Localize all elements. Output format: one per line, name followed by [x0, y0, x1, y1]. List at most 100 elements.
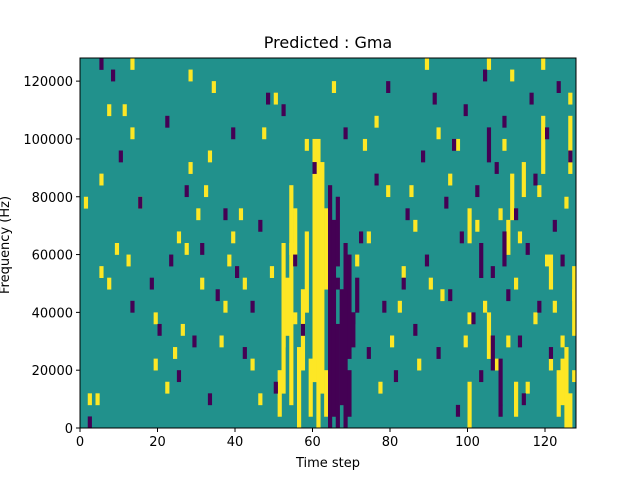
heatmap-cell-high [83, 196, 89, 209]
heatmap-cell-high [537, 185, 542, 198]
heatmap-cell-high [184, 243, 189, 255]
heatmap-cell-low [421, 150, 426, 163]
heatmap-cell-high [506, 219, 511, 255]
heatmap-cell-low [548, 347, 554, 359]
heatmap-cell-high [258, 393, 263, 406]
heatmap-cell-low [382, 300, 387, 313]
heatmap-cell-high [308, 358, 313, 417]
heatmap-cell-low [335, 196, 340, 267]
heatmap-cell-low [498, 358, 503, 406]
heatmap-cell-low [537, 300, 542, 313]
heatmap-cell-high [494, 358, 499, 371]
heatmap-cell-high [324, 208, 329, 290]
heatmap-cell-low [517, 335, 523, 348]
heatmap-cell-low [490, 335, 495, 371]
heatmap-cell-low [200, 243, 205, 255]
heatmap-cell-high [498, 208, 503, 221]
heatmap-cell-low [312, 162, 317, 174]
heatmap-cell-high [486, 312, 492, 359]
heatmap-cell-high [401, 266, 406, 278]
heatmap-cell-low [328, 185, 333, 429]
heatmap-cell-high [122, 104, 127, 117]
heatmap-cell-high [304, 138, 309, 151]
heatmap-cell-low [529, 92, 534, 105]
heatmap-cell-high [521, 162, 526, 198]
y-tick-label: 0 [65, 422, 73, 437]
heatmap-cell-low [514, 208, 519, 221]
heatmap-cell-high [114, 243, 120, 255]
heatmap-cell-low [281, 104, 286, 117]
heatmap-cell-high [130, 58, 135, 70]
heatmap-cell-low [494, 162, 499, 174]
heatmap-cell-low [149, 277, 154, 290]
y-tick-label: 40000 [32, 306, 73, 321]
heatmap-cell-low [479, 370, 484, 383]
heatmap-cell-low [207, 393, 213, 406]
y-tick-label: 100000 [23, 133, 73, 148]
x-tick-label: 120 [533, 435, 558, 450]
heatmap-cell-low [413, 323, 418, 336]
heatmap-cell-high [378, 381, 383, 394]
heatmap-cell-high [277, 370, 282, 417]
heatmap-cell-high [231, 231, 236, 244]
heatmap-cell-low [169, 254, 174, 267]
heatmap-cell-low [498, 404, 503, 417]
heatmap-cell-high [281, 243, 286, 394]
heatmap-cell-low [424, 254, 430, 267]
heatmap-cell-low [525, 243, 530, 255]
heatmap-cell-high [242, 277, 247, 290]
heatmap-cell-low [130, 300, 135, 313]
heatmap-cell-high [541, 115, 546, 174]
heatmap-cell-low [533, 173, 538, 186]
heatmap-cell-high [572, 370, 577, 383]
heatmap-cell-high [87, 393, 92, 406]
heatmap-cell-high [545, 254, 550, 267]
heatmap-cell-high [568, 115, 573, 174]
heatmap-cell-low [258, 219, 263, 232]
heatmap-cell-low [502, 115, 507, 128]
heatmap-cell-low [339, 289, 344, 406]
y-axis: 0 20000 40000 60000 80000 100000 120000 [23, 75, 80, 437]
heatmap-cell-high [440, 289, 445, 302]
heatmap-cell-high [324, 370, 329, 417]
heatmap-cell-low [475, 185, 480, 198]
heatmap-cell-high [176, 231, 182, 244]
heatmap-cell-high [568, 92, 573, 105]
heatmap-cells [83, 58, 577, 429]
heatmap-cell-high [514, 381, 519, 417]
heatmap-cell-high [525, 381, 530, 394]
heatmap-cell-low [374, 173, 379, 186]
heatmap-cell-high [424, 58, 430, 70]
heatmap-cell-high [413, 219, 418, 232]
heatmap-cell-high [304, 231, 309, 313]
heatmap-cell-low [556, 81, 561, 93]
heatmap-cell-low [184, 185, 189, 198]
heatmap-cell-low [231, 127, 236, 140]
heatmap-cell-low [176, 370, 182, 383]
heatmap-cell-high [564, 347, 569, 429]
heatmap-cell-low [138, 196, 143, 209]
heatmap-cell-high [514, 277, 519, 290]
heatmap-cell-high [560, 335, 565, 348]
heatmap-cell-high [293, 312, 298, 325]
heatmap-cell-high [510, 173, 515, 221]
heatmap-cell-high [552, 300, 557, 313]
heatmap-cell-high [153, 358, 158, 371]
heatmap-cell-high [95, 393, 100, 406]
heatmap-cell-high [227, 254, 232, 267]
heatmap-cell-high [486, 58, 492, 70]
heatmap-cell-low [432, 92, 437, 105]
heatmap-cell-low [479, 243, 484, 278]
heatmap-cell-low [99, 58, 104, 70]
heatmap-cell-high [250, 358, 255, 371]
heatmap-cell-high [238, 208, 244, 221]
heatmap-cell-low [448, 289, 453, 302]
heatmap-cell-high [173, 347, 178, 359]
heatmap-cell-low [486, 127, 492, 163]
heatmap-cell-low [250, 300, 255, 313]
heatmap-cell-low [293, 254, 298, 267]
x-axis-label: Time step [295, 456, 360, 471]
heatmap-cell-high [409, 185, 414, 198]
heatmap-cell-low [335, 323, 340, 429]
heatmap-cell-high [107, 104, 112, 117]
